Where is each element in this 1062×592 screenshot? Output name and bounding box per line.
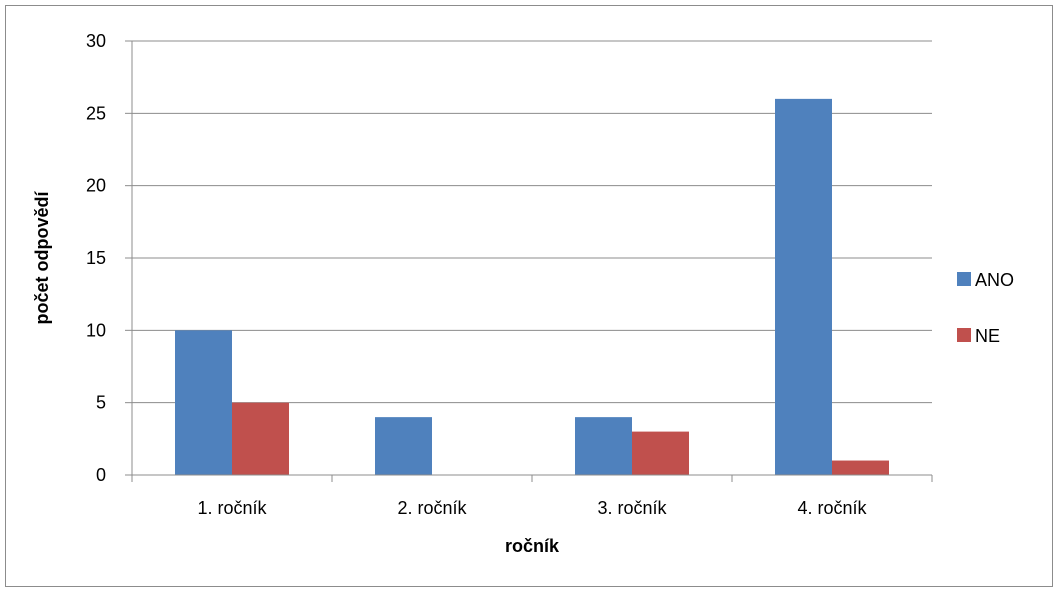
y-tick-label: 25 [86,103,106,123]
y-tick-label: 10 [86,320,106,340]
legend-label-ano: ANO [975,270,1014,290]
chart-frame [5,5,1053,587]
bar-ano [775,98,832,475]
bar-ano [575,417,632,475]
y-tick-labels: 0 5 10 15 20 25 30 [86,31,106,485]
y-tick-label: 0 [96,465,106,485]
legend: ANO NE [957,270,1014,346]
x-tick-label: 4. ročník [797,498,867,518]
y-tick-label: 15 [86,248,106,268]
x-tick-label: 3. ročník [597,498,667,518]
axes [125,40,933,482]
bars [175,98,889,475]
bar-ano [175,330,232,475]
y-tick-label: 20 [86,176,106,196]
y-axis-title: počet odpovědí [32,191,52,325]
x-axis-title: ročník [505,536,560,556]
legend-swatch-ne [957,328,971,342]
x-tick-label: 1. ročník [197,498,267,518]
bar-ne [232,402,289,475]
bar-ne [832,460,889,475]
x-tick-label: 2. ročník [397,498,467,518]
legend-swatch-ano [957,272,971,286]
x-tick-labels: 1. ročník 2. ročník 3. ročník 4. ročník [197,498,867,518]
legend-label-ne: NE [975,326,1000,346]
y-tick-label: 5 [96,393,106,413]
bar-ano [375,417,432,475]
y-tick-label: 30 [86,31,106,51]
bar-ne [632,431,689,475]
